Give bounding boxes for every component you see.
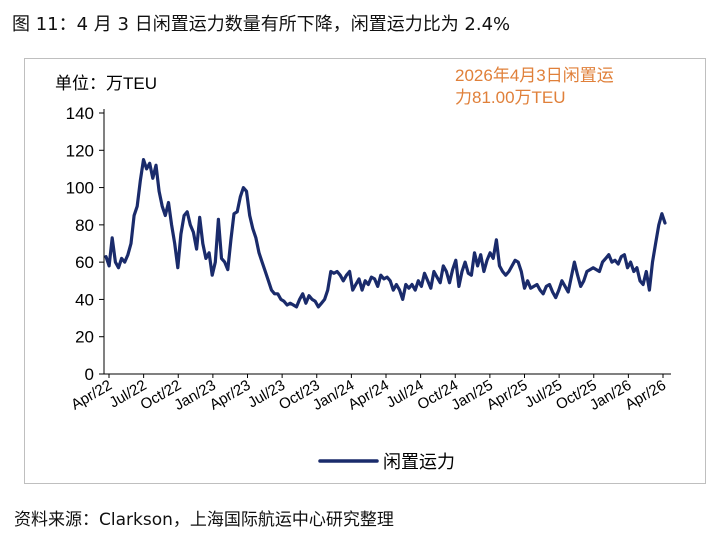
y-tick-label: 140 <box>66 104 94 123</box>
y-tick-label: 0 <box>85 365 94 384</box>
y-tick-label: 40 <box>75 290 94 309</box>
annotation-line: 2026年4月3日闲置运 <box>455 66 614 85</box>
y-tick-label: 60 <box>75 253 94 272</box>
y-tick-label: 20 <box>75 328 94 347</box>
chart-panel: 单位：万TEU 2026年4月3日闲置运 力81.00万TEU 0 20 40 60 80 10… <box>24 58 706 484</box>
legend-label: 闲置运力 <box>383 452 455 472</box>
y-tick-label: 120 <box>66 141 94 160</box>
source-note: 资料来源：Clarkson，上海国际航运中心研究整理 <box>14 510 394 530</box>
x-tick-label: Apr/26 <box>622 377 669 414</box>
y-tick-label: 100 <box>66 179 94 198</box>
annotation-line: 力81.00万TEU <box>455 88 566 107</box>
figure-title: 图 11：4 月 3 日闲置运力数量有所下降，闲置运力比为 2.4% <box>12 14 511 35</box>
y-tick-label: 80 <box>75 216 94 235</box>
unit-label: 单位：万TEU <box>55 74 157 93</box>
series-line-idle-capacity <box>104 158 667 309</box>
